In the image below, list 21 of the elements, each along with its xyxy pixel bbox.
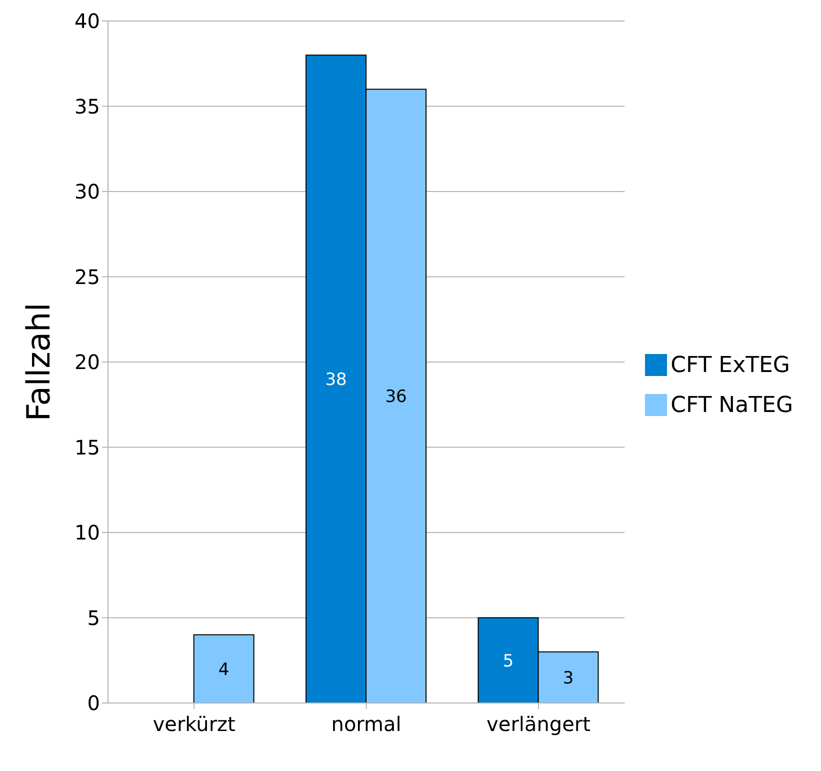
y-tick-label: 15 [74, 435, 100, 460]
x-tick-label: verkürzt [152, 712, 236, 736]
y-tick-label: 25 [74, 264, 100, 289]
bar [193, 634, 254, 703]
x-tick-label: normal [331, 712, 402, 736]
y-tick-label: 35 [74, 94, 100, 118]
data-label: 36 [385, 387, 407, 408]
y-tick-label: 5 [87, 606, 100, 630]
legend-label: CFT NaTEG [670, 392, 793, 418]
y-tick-label: 10 [74, 520, 100, 545]
data-label: 4 [218, 660, 230, 680]
y-tick-label: 0 [87, 691, 100, 716]
y-tick-label: 40 [74, 9, 100, 34]
data-label: 38 [325, 370, 347, 390]
data-label: 5 [502, 651, 514, 672]
x-tick-label: verlängert [486, 712, 591, 736]
y-tick-label: 20 [74, 350, 100, 374]
legend-label: CFT ExTEG [670, 352, 790, 378]
data-label: 3 [562, 668, 574, 688]
y-axis-title: Fallzahl [19, 302, 58, 422]
y-tick-label: 30 [74, 180, 100, 204]
